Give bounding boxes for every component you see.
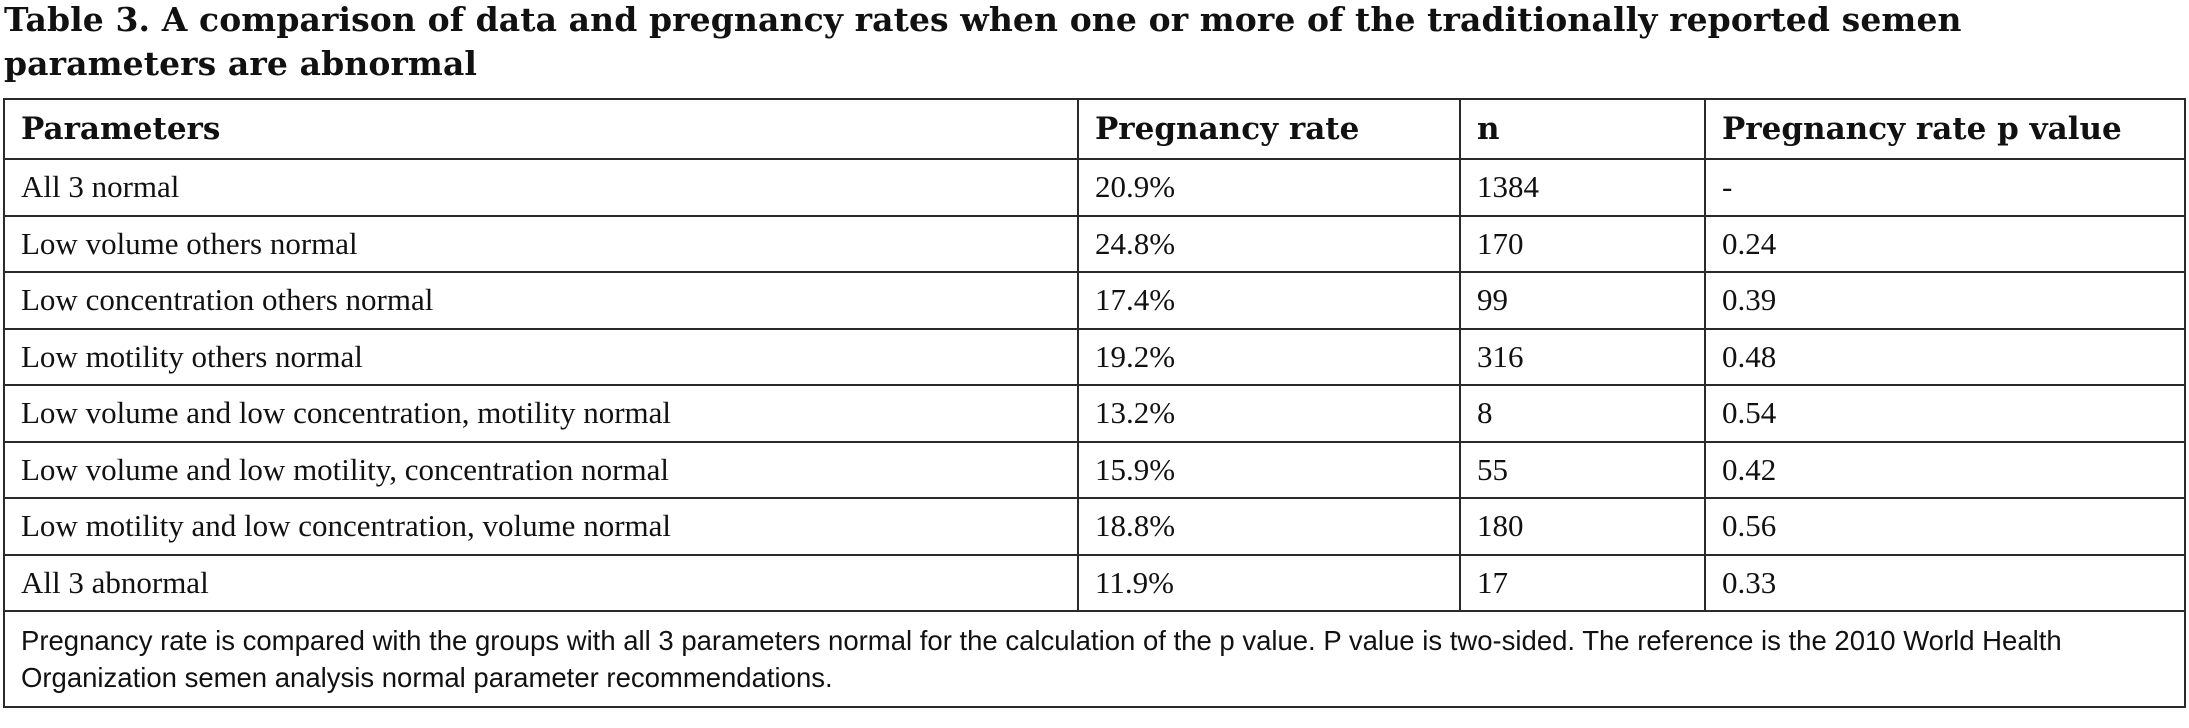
cell-n: 99 — [1459, 271, 1706, 330]
cell-parameters: All 3 normal — [3, 158, 1079, 217]
table-row: Low volume and low motility, concentrati… — [3, 440, 2186, 499]
cell-pregnancy-rate: 13.2% — [1077, 384, 1461, 443]
table-title: Table 3. A comparison of data and pregna… — [4, 0, 1962, 83]
footnote-row: Pregnancy rate is compared with the grou… — [3, 610, 2186, 708]
table-row: Low volume others normal 24.8% 170 0.24 — [3, 214, 2186, 273]
table-row: Low motility and low concentration, volu… — [3, 497, 2186, 556]
header-row: Parameters Pregnancy rate n Pregnancy ra… — [3, 98, 2186, 160]
header-pregnancy-rate: Pregnancy rate — [1077, 98, 1461, 160]
cell-pregnancy-rate: 20.9% — [1077, 158, 1461, 217]
cell-parameters: Low motility others normal — [3, 327, 1079, 386]
cell-n: 1384 — [1459, 158, 1706, 217]
cell-parameters: Low volume and low motility, concentrati… — [3, 440, 1079, 499]
table-row: Low volume and low concentration, motili… — [3, 384, 2186, 443]
header-parameters: Parameters — [3, 98, 1079, 160]
cell-parameters: Low volume and low concentration, motili… — [3, 384, 1079, 443]
table-row: All 3 normal 20.9% 1384 - — [3, 158, 2186, 217]
cell-p-value: 0.33 — [1704, 553, 2186, 612]
results-table: Parameters Pregnancy rate n Pregnancy ra… — [3, 98, 2186, 708]
cell-parameters: All 3 abnormal — [3, 553, 1079, 612]
cell-p-value: 0.24 — [1704, 214, 2186, 273]
cell-pregnancy-rate: 17.4% — [1077, 271, 1461, 330]
table-row: All 3 abnormal 11.9% 17 0.33 — [3, 553, 2186, 612]
cell-p-value: 0.54 — [1704, 384, 2186, 443]
cell-p-value: 0.42 — [1704, 440, 2186, 499]
cell-pregnancy-rate: 11.9% — [1077, 553, 1461, 612]
cell-pregnancy-rate: 19.2% — [1077, 327, 1461, 386]
cell-n: 55 — [1459, 440, 1706, 499]
cell-pregnancy-rate: 15.9% — [1077, 440, 1461, 499]
header-n: n — [1459, 98, 1706, 160]
table-row: Low concentration others normal 17.4% 99… — [3, 271, 2186, 330]
table-row: Low motility others normal 19.2% 316 0.4… — [3, 327, 2186, 386]
cell-pregnancy-rate: 24.8% — [1077, 214, 1461, 273]
cell-pregnancy-rate: 18.8% — [1077, 497, 1461, 556]
cell-n: 316 — [1459, 327, 1706, 386]
cell-n: 180 — [1459, 497, 1706, 556]
cell-p-value: 0.56 — [1704, 497, 2186, 556]
cell-parameters: Low volume others normal — [3, 214, 1079, 273]
table-footnote: Pregnancy rate is compared with the grou… — [3, 610, 2186, 708]
cell-p-value: 0.48 — [1704, 327, 2186, 386]
cell-n: 8 — [1459, 384, 1706, 443]
cell-n: 170 — [1459, 214, 1706, 273]
cell-n: 17 — [1459, 553, 1706, 612]
cell-p-value: 0.39 — [1704, 271, 2186, 330]
header-p-value: Pregnancy rate p value — [1704, 98, 2186, 160]
cell-parameters: Low motility and low concentration, volu… — [3, 497, 1079, 556]
cell-parameters: Low concentration others normal — [3, 271, 1079, 330]
cell-p-value: - — [1704, 158, 2186, 217]
